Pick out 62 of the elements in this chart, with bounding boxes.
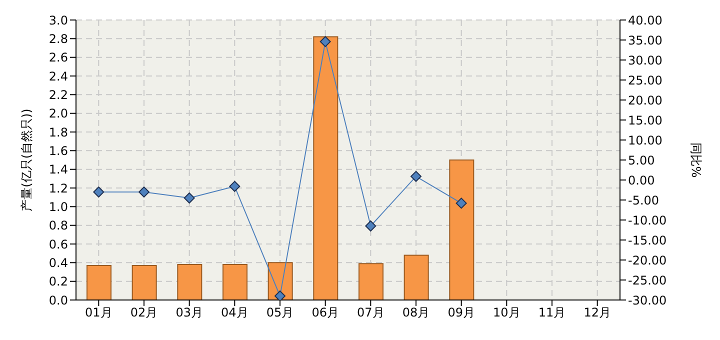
- bar: [132, 264, 157, 300]
- y-tick-label: 0.8: [48, 218, 68, 233]
- bar: [86, 264, 112, 300]
- y-tick-label: 0.2: [48, 274, 68, 289]
- x-tick-label: 09月: [448, 306, 475, 320]
- y-tick-label: 1.4: [48, 162, 68, 177]
- y2-tick-label: -15.00: [628, 233, 667, 248]
- bar: [313, 36, 338, 300]
- x-tick-label: 12月: [584, 306, 611, 320]
- bar: [449, 160, 474, 300]
- y-tick-label: 3.0: [48, 13, 68, 28]
- y-tick-label: 2.2: [48, 88, 68, 102]
- point: [184, 192, 195, 204]
- point: [365, 220, 376, 232]
- x-tick-label: 08月: [402, 306, 430, 320]
- y2-tick-label: 20.00: [628, 93, 662, 108]
- y-tick-label: 0.4: [48, 256, 68, 270]
- x-tick-label: 07月: [357, 306, 384, 320]
- point: [93, 186, 104, 198]
- x-tick-label: 05月: [266, 306, 294, 320]
- x-tick-label: 11月: [538, 306, 566, 320]
- x-tick-label: 10月: [493, 306, 520, 320]
- y2-tick-label: 10.00: [628, 133, 662, 148]
- bar: [177, 264, 202, 300]
- x-tick-label: 01月: [85, 306, 112, 320]
- y2-tick-label: 35.00: [628, 33, 662, 48]
- y2-tick-label: 30.00: [628, 53, 662, 68]
- y-tick-label: 2.6: [48, 50, 68, 65]
- point: [410, 170, 422, 182]
- bar: [358, 263, 384, 300]
- y-tick-label: 1.8: [48, 125, 68, 140]
- y-axis-title: 产量(亿只(自然只)): [19, 108, 34, 212]
- y-tick-label: 0.0: [48, 293, 68, 308]
- y-tick-label: 2.4: [48, 69, 68, 84]
- y2-tick-label: -20.00: [628, 253, 667, 268]
- y2-tick-label: -30.00: [628, 293, 667, 308]
- point: [320, 36, 331, 48]
- y2-tick-label: 15.00: [628, 113, 662, 128]
- y-tick-label: 2.0: [48, 106, 68, 121]
- y2-tick-label: -25.00: [628, 273, 667, 288]
- point: [138, 186, 150, 198]
- y2-tick-label: 0.00: [628, 173, 655, 188]
- y-tick-label: 0.6: [48, 237, 68, 252]
- y2-tick-label: 40.00: [628, 13, 662, 28]
- point: [456, 198, 467, 209]
- x-tick-label: 06月: [312, 306, 339, 320]
- y2-tick-label: 5.00: [628, 153, 655, 168]
- point: [274, 290, 286, 300]
- bar: [404, 254, 429, 300]
- y-tick-label: 2.8: [48, 32, 68, 46]
- y2-axis-title: 同比%: [688, 142, 703, 178]
- bar: [222, 264, 248, 300]
- y-tick-label: 1.6: [48, 144, 68, 158]
- y2-tick-label: -5.00: [628, 193, 660, 208]
- x-tick-label: 03月: [176, 306, 203, 320]
- x-tick-label: 02月: [130, 306, 158, 320]
- y-tick-label: 1.2: [48, 181, 68, 196]
- y2-tick-label: -10.00: [628, 213, 667, 228]
- point: [229, 180, 240, 192]
- x-tick-label: 04月: [221, 306, 248, 320]
- y-tick-label: 1.0: [48, 200, 68, 214]
- y2-tick-label: 25.00: [628, 73, 662, 88]
